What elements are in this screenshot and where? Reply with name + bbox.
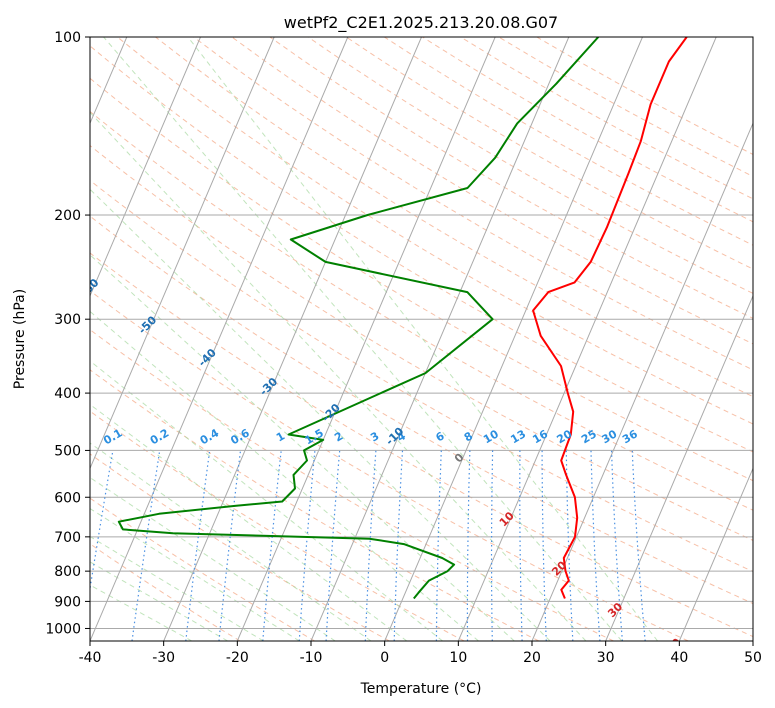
isotherm-line bbox=[605, 294, 753, 641]
plot-frame bbox=[89, 36, 754, 642]
x-tick-label: -10 bbox=[300, 650, 323, 666]
mixing-ratio-line bbox=[490, 450, 494, 641]
y-tick-label: 900 bbox=[54, 594, 81, 610]
dry-adiabat-line bbox=[90, 290, 689, 641]
moist-adiabat-line bbox=[103, 37, 623, 641]
mixing-ratio-line bbox=[466, 450, 471, 641]
dry-adiabat-line bbox=[231, 37, 753, 345]
moist-adiabat-line bbox=[90, 188, 551, 641]
profile-series bbox=[117, 37, 688, 600]
isotherm-line bbox=[310, 37, 570, 641]
x-tick-label: -40 bbox=[79, 650, 102, 666]
x-tick-label: 0 bbox=[380, 650, 389, 666]
dry-adiabat-line bbox=[90, 453, 390, 641]
background-lines bbox=[90, 37, 753, 641]
y-tick-label: 1000 bbox=[45, 621, 81, 637]
x-tick-label: 30 bbox=[597, 650, 615, 666]
y-tick-label: 300 bbox=[54, 312, 81, 328]
dry-adiabat-line bbox=[90, 369, 540, 641]
mixing-ratio-line bbox=[325, 450, 341, 641]
isotherm-line bbox=[236, 37, 496, 641]
moist-adiabat-label: -60 bbox=[78, 276, 101, 299]
isotherm-line bbox=[678, 467, 753, 641]
moist-adiabat-line bbox=[90, 561, 228, 641]
isotherm-line bbox=[457, 37, 717, 641]
dry-adiabat-line bbox=[117, 37, 753, 425]
dry-adiabat-line bbox=[90, 77, 753, 482]
dewpoint-profile-line bbox=[117, 37, 600, 600]
moist-adiabat-line bbox=[90, 535, 264, 641]
dry-adiabat-line bbox=[90, 329, 614, 641]
mixing-ratio-line bbox=[435, 450, 442, 641]
x-tick-label: 50 bbox=[744, 650, 762, 666]
dry-adiabat-line bbox=[90, 215, 753, 605]
dry-adiabat-line bbox=[155, 37, 753, 398]
y-tick-label: 500 bbox=[54, 443, 81, 459]
x-tick-label: 20 bbox=[523, 650, 541, 666]
y-tick-label: 100 bbox=[54, 30, 81, 46]
dry-adiabat-line bbox=[307, 37, 753, 294]
y-tick-label: 600 bbox=[54, 490, 81, 506]
y-tick-label: 200 bbox=[54, 208, 81, 224]
mixing-ratio-line bbox=[393, 450, 404, 641]
mixing-ratio-line bbox=[90, 450, 114, 593]
isotherm-line bbox=[163, 37, 422, 641]
dry-adiabat-line bbox=[90, 410, 465, 641]
temperature-profile-line bbox=[532, 37, 688, 599]
isotherm-line bbox=[90, 37, 201, 298]
dry-adiabat-line bbox=[90, 252, 753, 638]
mixing-ratio-line bbox=[565, 450, 574, 641]
moist-adiabat-line bbox=[90, 111, 587, 641]
x-tick-label: -30 bbox=[152, 650, 175, 666]
isotherm-line bbox=[90, 37, 349, 641]
mixing-ratio-line bbox=[131, 450, 161, 641]
mixing-ratio-line bbox=[631, 450, 646, 641]
dry-adiabat-line bbox=[90, 45, 753, 453]
y-tick-label: 800 bbox=[54, 564, 81, 580]
x-tick-label: -20 bbox=[226, 650, 249, 666]
x-tick-label: 40 bbox=[670, 650, 688, 666]
dry-adiabat-line bbox=[90, 144, 753, 542]
mixing-ratio-line bbox=[541, 450, 547, 641]
y-tick-label: 700 bbox=[54, 530, 81, 546]
y-axis-label: Pressure (hPa) bbox=[12, 289, 28, 389]
isotherm-line bbox=[531, 121, 753, 641]
y-tick-label: 400 bbox=[54, 386, 81, 402]
moist-adiabat-line bbox=[90, 360, 443, 641]
mixing-ratio-line bbox=[298, 450, 316, 641]
mixing-ratio-line bbox=[519, 450, 523, 641]
isotherm-line bbox=[90, 37, 275, 470]
x-axis-label: Temperature (°C) bbox=[360, 681, 482, 697]
moist-adiabat-line bbox=[90, 310, 479, 641]
moist-adiabat-line bbox=[90, 476, 336, 641]
y-axis: 100 200 300 400 500 600 700 800 900 1000 bbox=[45, 30, 90, 637]
moist-adiabat-label: 40 bbox=[664, 636, 684, 656]
moist-adiabat-line bbox=[90, 254, 515, 641]
mixing-ratio-line bbox=[364, 450, 377, 641]
dry-adiabat-line bbox=[90, 110, 753, 511]
x-tick-label: 10 bbox=[449, 650, 467, 666]
dry-adiabat-line bbox=[90, 179, 753, 573]
mixing-ratio-line bbox=[218, 450, 242, 641]
moist-adiabat-line bbox=[90, 442, 372, 641]
dry-adiabat-line bbox=[90, 497, 315, 641]
chart-title: wetPf2_C2E1.2025.213.20.08.G07 bbox=[284, 13, 558, 33]
mixing-ratio-line bbox=[262, 450, 282, 641]
mixing-ratio-line bbox=[590, 450, 601, 641]
x-axis: -40 -30 -20 -10 0 10 20 30 40 50 bbox=[79, 641, 762, 666]
mixing-ratio-line bbox=[185, 450, 211, 641]
isotherm-line bbox=[384, 37, 643, 641]
mixing-ratio-line bbox=[610, 450, 623, 641]
